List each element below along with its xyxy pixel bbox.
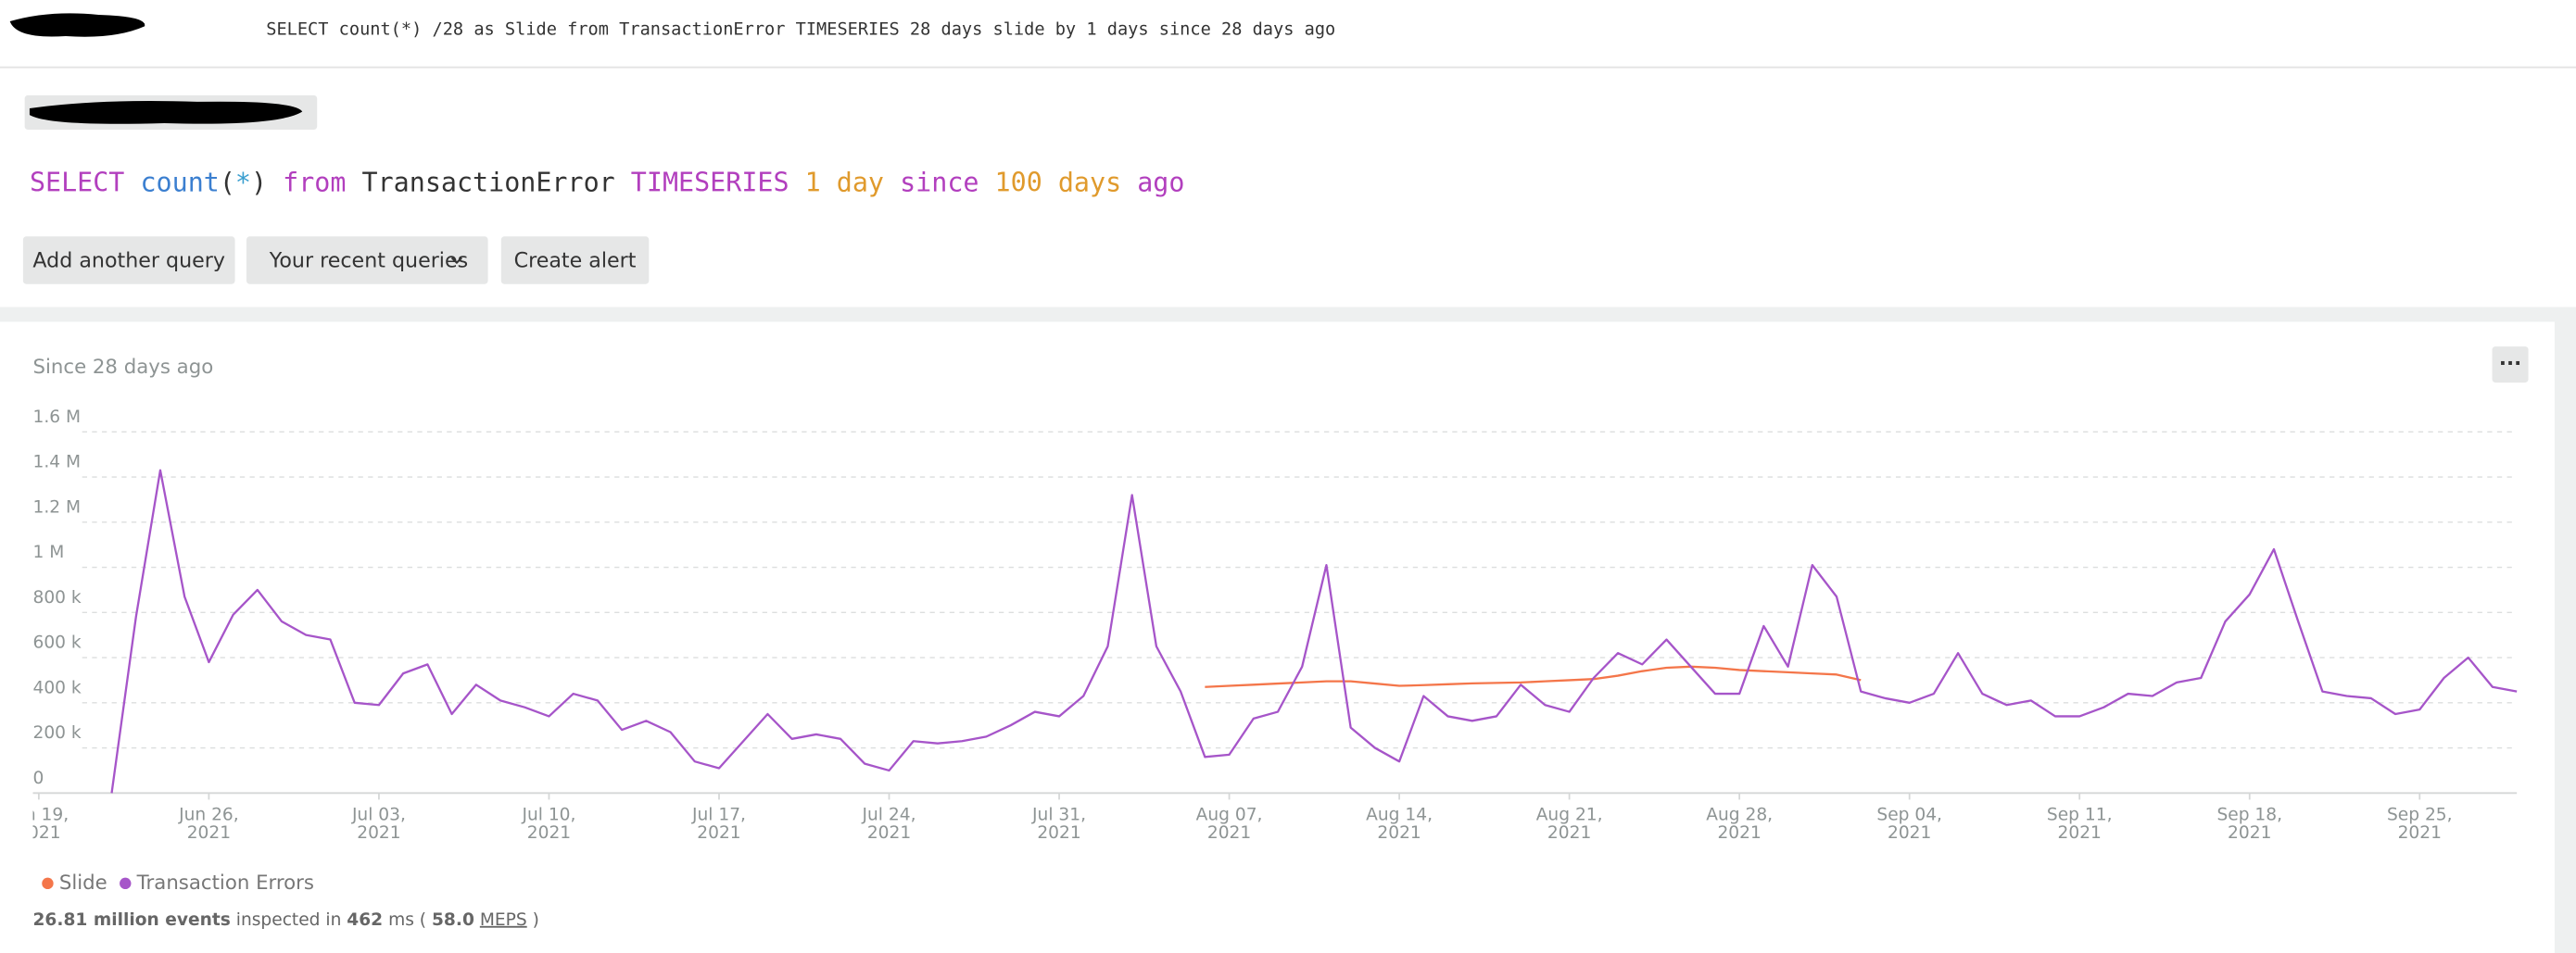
footer-part: ) (533, 909, 539, 929)
token: ( (220, 168, 235, 198)
token: day (837, 168, 884, 198)
x-tick-label: Jul 17, 2021 (691, 805, 746, 843)
token: TransactionError (362, 168, 615, 198)
chart-subtitle: Since 28 days ago (32, 356, 213, 379)
x-tick-label: Jul 03, 2021 (351, 805, 406, 843)
x-tick-label: Jul 10, 2021 (521, 805, 575, 843)
x-axis: Jun 19, 2021 Jun 26, 2021 Jul 03, 2021 Jul 10,… (8, 793, 2453, 843)
button-label: Create alert (514, 248, 637, 272)
footer-part: 26.81 million events (32, 909, 230, 929)
header-query: SELECT count(*) /28 as Slide from Transa… (266, 19, 1335, 39)
token: count (140, 168, 219, 198)
button[interactable] (500, 236, 650, 284)
x-tick-label: Jun 26, 2021 (178, 805, 239, 843)
token: 1 (805, 168, 821, 198)
footer-part: inspected in (236, 909, 342, 929)
series-line (110, 469, 2518, 794)
band (2554, 321, 2576, 953)
x-tick-label: Jul 24, 2021 (862, 805, 916, 843)
chart-menu-label: ··· (2499, 353, 2521, 376)
redacted (9, 13, 145, 37)
y-tick-label: 1 M (32, 543, 64, 562)
token: days (1058, 168, 1121, 198)
legend-label: Transaction Errors (136, 871, 314, 895)
series-line (1205, 665, 1862, 688)
y-tick-label: 1.2 M (32, 497, 81, 517)
chart-menu[interactable] (2492, 346, 2529, 383)
token: ago (1137, 168, 1184, 198)
token: TIMESERIES (631, 168, 789, 198)
x-tick-label: Sep 25, 2021 (2387, 805, 2453, 843)
footer-part: ms ( (388, 909, 426, 929)
token: ) (251, 168, 267, 198)
x-tick-label: Sep 11, 2021 (2047, 805, 2113, 843)
y-tick-label: 200 k (32, 723, 81, 743)
redacted (29, 101, 303, 124)
x-tick-label: Aug 07, 2021 (1196, 805, 1263, 843)
token: * (235, 168, 251, 198)
x-tick-label: Aug 21, 2021 (1536, 805, 1603, 843)
x-tick-label: Aug 14, 2021 (1366, 805, 1433, 843)
token: 100 (995, 168, 1042, 198)
button-label: Your recent queries (269, 248, 468, 272)
band (0, 307, 2576, 322)
query-editor[interactable]: SELECT count(*) from TransactionError TI… (30, 168, 1185, 198)
token: since (900, 168, 979, 198)
legend-label: Slide (59, 871, 107, 895)
x-tick-label: Jun 19, 2021 (8, 805, 69, 843)
x-tick-label: Jul 31, 2021 (1031, 805, 1086, 843)
legend-swatch (120, 877, 132, 890)
y-tick-label: 800 k (32, 588, 81, 608)
y-tick-label: 600 k (32, 633, 81, 653)
button[interactable] (246, 236, 488, 284)
footer-part: 58.0 (432, 909, 474, 929)
x-tick-label: Sep 04, 2021 (1876, 805, 1942, 843)
plot: 0 200 k 400 k 600 k 800 k 1 M 1.2 M 1.4 M 1.6 M J… (8, 408, 2518, 895)
y-tick-label: 0 (32, 769, 44, 788)
footer-part: MEPS (480, 909, 527, 929)
chevron (450, 257, 462, 265)
legend-swatch (42, 877, 54, 890)
y-tick-label: 400 k (32, 678, 81, 697)
button-label: Add another query (32, 248, 225, 272)
token: SELECT (30, 168, 124, 198)
y-tick-label: 1.4 M (32, 453, 81, 472)
x-tick-label: Sep 18, 2021 (2216, 805, 2282, 843)
footer: 26.81 million events inspected in 462 ms… (32, 909, 538, 929)
button[interactable] (22, 236, 235, 284)
x-tick-label: Aug 28, 2021 (1706, 805, 1773, 843)
y-tick-label: 1.6 M (32, 408, 81, 427)
token: from (283, 168, 346, 198)
footer-part: 462 (347, 909, 383, 929)
